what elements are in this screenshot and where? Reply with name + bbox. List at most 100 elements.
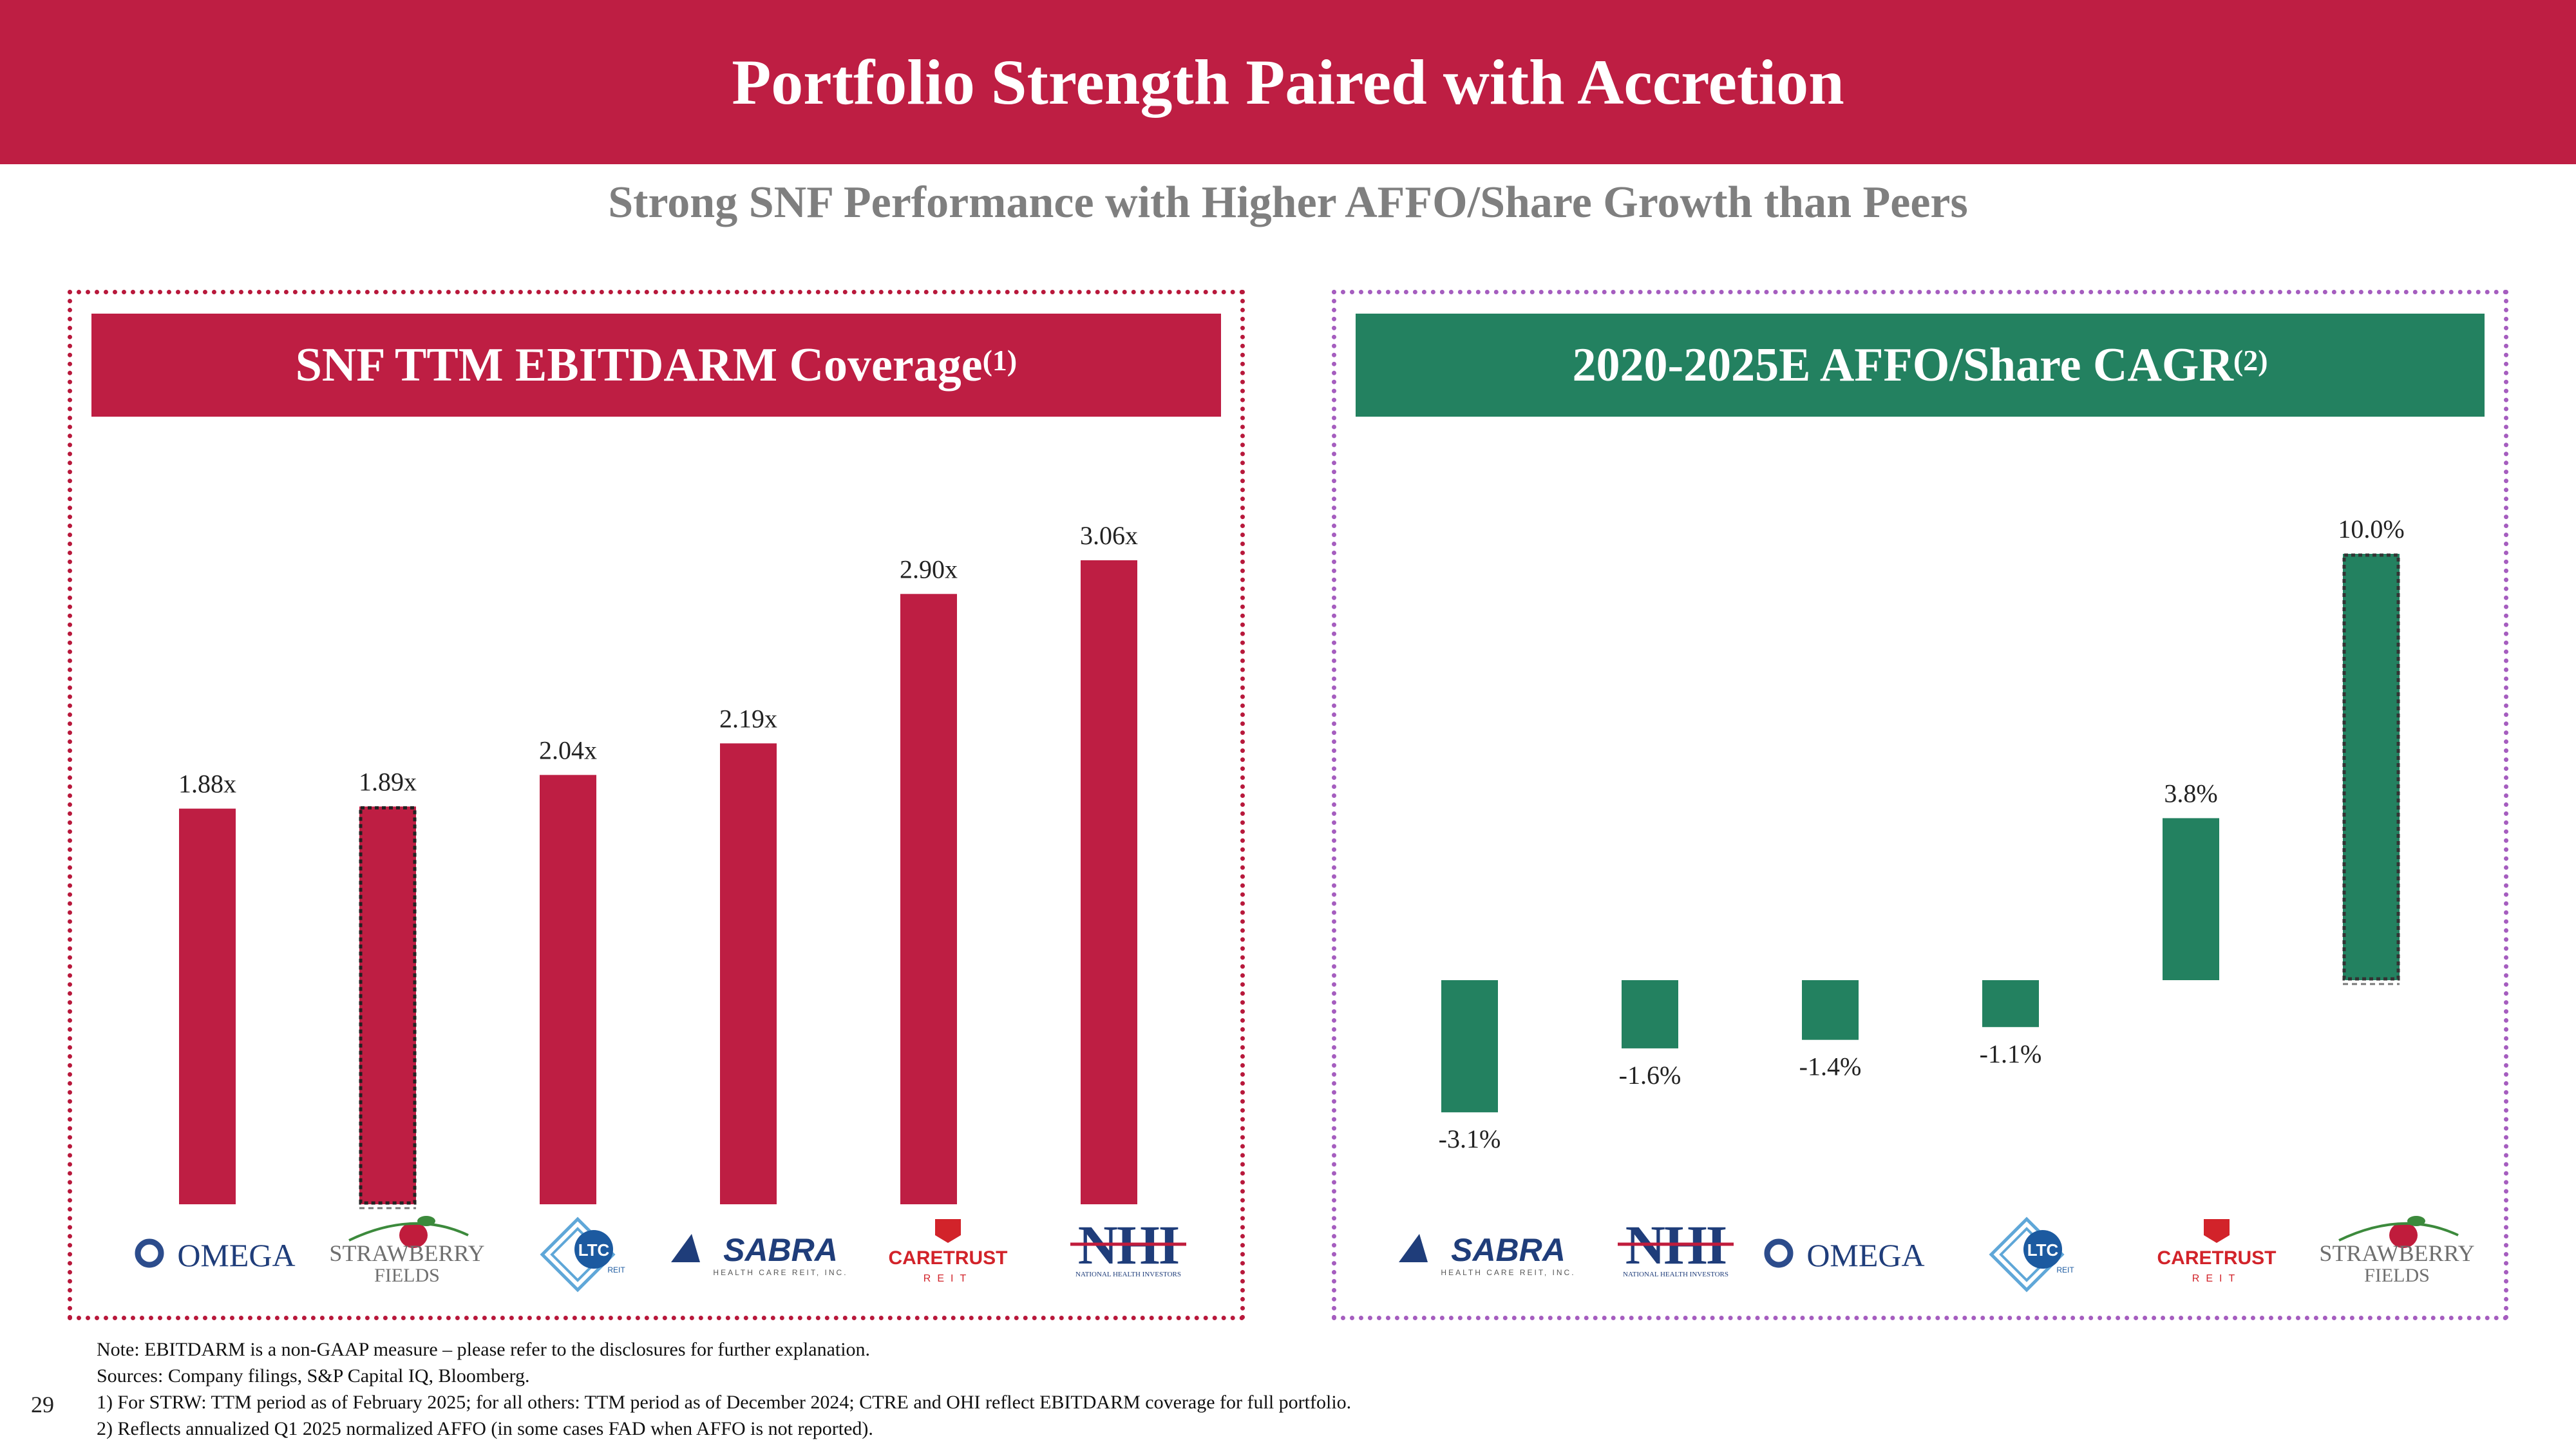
caretrust-logo: CARETRUST REIT [2157,1219,2277,1284]
nhi-logo-subtext: NATIONAL HEALTH INVESTORS [1075,1271,1181,1278]
coverage-bar [900,594,957,1204]
cagr-bar [2343,554,2400,980]
ltc-logo-text: LTC [578,1240,610,1260]
caretrust-logo-text: CARETRUST [889,1247,1008,1269]
footnotes: Note: EBITDARM is a non-GAAP measure – p… [97,1336,1835,1442]
page-number: 29 [31,1392,54,1417]
omega-logo: OMEGA [1764,1237,1925,1273]
sabra-icon [671,1234,700,1262]
page-title: Portfolio Strength Paired with Accretion [732,46,1844,118]
strawberry-fruit [2389,1222,2418,1248]
coverage-heading-text: SNF TTM EBITDARM Coverage [295,338,983,392]
strawberry-leaf [417,1216,435,1226]
cagr-heading-footnote: (2) [2233,343,2268,377]
cagr-data-label: -3.1% [1439,1124,1501,1153]
ltc-logo-text: LTC [2027,1240,2059,1260]
omega-logo-text: OMEGA [1806,1237,1924,1273]
cagr-bar [2163,818,2219,980]
sabra-logo-subtext: HEALTH CARE REIT, INC. [1441,1268,1575,1277]
cagr-panel-heading: 2020-2025E AFFO/Share CAGR (2) [1356,314,2485,417]
cagr-data-label: 3.8% [2164,779,2217,808]
cagr-bar [1622,980,1678,1048]
sabra-logo-text: SABRA [1451,1232,1566,1268]
ltc-logo-subtext: REIT [607,1265,625,1274]
coverage-data-label: 1.89x [359,767,417,796]
coverage-panel-heading: SNF TTM EBITDARM Coverage (1) [91,314,1221,417]
cagr-panel: 2020-2025E AFFO/Share CAGR (2) [1332,290,2508,1320]
omega-icon [135,1238,164,1268]
ltc-badge [574,1230,613,1269]
footnote-line: Note: EBITDARM is a non-GAAP measure – p… [97,1339,871,1360]
strawberry-vine [348,1222,469,1242]
ltc-diamond-outer [540,1217,616,1293]
coverage-data-label: 1.88x [178,770,236,799]
coverage-data-label: 2.04x [539,735,597,764]
ltc-logo: LTC REIT [1989,1217,2074,1293]
caretrust-shield [935,1219,961,1243]
title-banner: Portfolio Strength Paired with Accretion [0,0,2576,164]
coverage-bar [1081,560,1137,1204]
strawberry-logo-subtext: FIELDS [374,1265,440,1286]
footnote-line: 1) For STRW: TTM period as of February 2… [97,1392,1352,1413]
ltc-logo: LTC REIT [540,1217,625,1293]
sabra-icon [1399,1234,1428,1262]
coverage-data-label: 2.19x [719,704,777,733]
ltc-logo-subtext: REIT [2056,1265,2074,1274]
ltc-badge [2023,1230,2062,1269]
coverage-data-label: 2.90x [900,554,958,583]
ltc-icon [540,1217,616,1293]
coverage-bar [179,808,236,1204]
caretrust-logo-subtext: REIT [2192,1273,2241,1284]
ltc-icon [1989,1217,2065,1293]
coverage-data-label: 3.06x [1080,521,1138,550]
cagr-data-label: 10.0% [2338,515,2404,544]
footnote-line: 2) Reflects annualized Q1 2025 normalize… [97,1418,873,1439]
omega-logo-text: OMEGA [177,1237,295,1273]
caretrust-icon [935,1219,961,1243]
strawberry-icon [2338,1216,2459,1248]
strawberry-fruit [399,1222,428,1248]
caretrust-icon [2204,1219,2230,1243]
nhi-logo-subtext: NATIONAL HEALTH INVESTORS [1623,1271,1728,1278]
cagr-bar-highlight [2342,553,2400,981]
cagr-data-label: -1.6% [1619,1061,1681,1090]
ltc-diamond-outer [1989,1217,2065,1293]
caretrust-logo: CARETRUST REIT [889,1219,1008,1284]
omega-logo: OMEGA [135,1237,296,1273]
cagr-data-label: -1.4% [1799,1052,1862,1081]
strawberry-logo-text: STRAWBERRY [2319,1240,2474,1266]
strawberry-logo-subtext: FIELDS [2364,1265,2430,1286]
coverage-bar [359,806,416,1204]
cagr-data-label: -1.1% [1980,1039,2042,1068]
coverage-bar [540,775,596,1204]
coverage-panel: SNF TTM EBITDARM Coverage (1) [68,290,1245,1320]
omega-icon [1764,1238,1794,1268]
strawberry-leaf [2407,1216,2425,1226]
page-subtitle: Strong SNF Performance with Higher AFFO/… [608,178,1968,227]
cagr-heading-text: 2020-2025E AFFO/Share CAGR [1572,338,2233,392]
caretrust-logo-text: CARETRUST [2157,1247,2277,1269]
coverage-bar [720,743,777,1204]
sabra-logo-subtext: HEALTH CARE REIT, INC. [713,1268,848,1277]
caretrust-logo-subtext: REIT [923,1273,972,1284]
caretrust-shield [2204,1219,2230,1243]
strawberry-vine [2338,1222,2459,1242]
strawberry-icon [348,1216,469,1248]
coverage-heading-footnote: (1) [982,343,1018,377]
cagr-bar [1802,980,1859,1040]
coverage-bar-highlight [359,806,417,1205]
strawberry-logo-text: STRAWBERRY [329,1240,484,1266]
cagr-bar [1441,980,1498,1113]
footnote-line: Sources: Company filings, S&P Capital IQ… [97,1365,530,1387]
cagr-bar [1982,980,2039,1027]
sabra-logo-text: SABRA [723,1232,838,1268]
